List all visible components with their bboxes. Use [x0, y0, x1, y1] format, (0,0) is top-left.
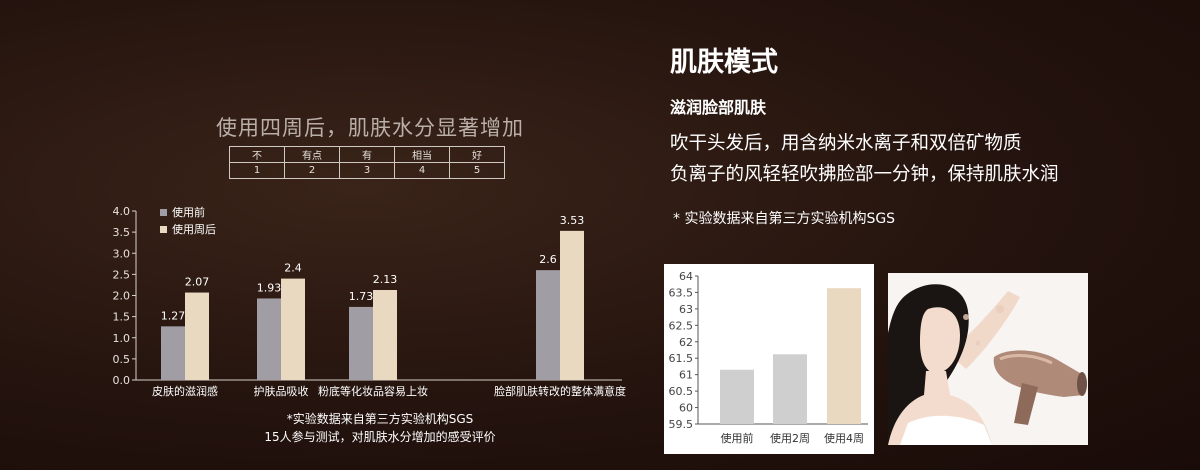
y-tick-label: 60 — [679, 402, 693, 415]
bar — [827, 288, 861, 424]
x-category-label: 粉底等化妆品容易上妆 — [318, 384, 428, 398]
scale-label: 有点 — [284, 146, 340, 163]
sgs-note-line: *实验数据来自第三方实验机构SGS — [286, 412, 474, 426]
legend-label: 使用周后 — [172, 223, 216, 236]
satisfaction-bar-chart: 0.0 0.5 1.0 1.5 2.0 2.5 3.0 3.5 4.0 1.27 1.93 1.73 2… — [113, 205, 627, 398]
y-tick-label: 1.5 — [113, 311, 131, 324]
legend-swatch — [160, 209, 167, 216]
mode-title: 肌肤模式 — [670, 47, 778, 78]
bar-value-label: 2.07 — [185, 276, 210, 289]
bar — [773, 354, 807, 424]
y-tick-label: 3.0 — [113, 247, 131, 260]
left-chart-notes: *实验数据来自第三方实验机构SGS 15人参与测试，对肌肤水分增加的感受评价 — [130, 410, 630, 446]
y-tick-label: 63.5 — [669, 286, 694, 299]
bar-value-label: 1.27 — [161, 309, 186, 322]
participants-note-line: 15人参与测试，对肌肤水分增加的感受评价 — [264, 430, 496, 444]
bar-after — [281, 278, 305, 380]
description-line: 负离子的风轻轻吹拂脸部一分钟，保持肌肤水润 — [670, 164, 1059, 185]
y-tick-label: 3.5 — [113, 226, 131, 239]
bar-value-label: 2.13 — [373, 273, 398, 286]
bar-before — [257, 298, 281, 380]
scale-label: 相当 — [394, 146, 450, 163]
scale-label: 不 — [229, 146, 285, 163]
bar — [720, 369, 754, 424]
bar-after — [185, 292, 209, 380]
scale-label: 好 — [449, 146, 505, 163]
y-tick-label: 61 — [679, 369, 693, 382]
y-tick-label: 2.0 — [113, 290, 131, 303]
rating-scale-table: 不 有点 有 相当 好 1 2 3 4 5 — [229, 146, 505, 179]
x-category-label: 护肤品吸收 — [254, 384, 309, 398]
left-chart-title: 使用四周后，肌肤水分显著增加 — [216, 116, 524, 140]
y-tick-label: 61.5 — [669, 352, 694, 365]
bar-after — [560, 230, 584, 380]
scale-number: 1 — [229, 162, 285, 179]
bar-value-label: 2.6 — [539, 253, 557, 266]
bar-value-label: 3.53 — [560, 214, 585, 227]
scale-number: 2 — [284, 162, 340, 179]
woman-hair-dryer-photo — [888, 273, 1088, 445]
scale-number-row: 1 2 3 4 5 — [229, 162, 505, 179]
y-tick-label: 59.5 — [669, 418, 694, 431]
x-category-label: 使用前 — [721, 431, 754, 445]
legend-label: 使用前 — [172, 205, 205, 219]
bar-value-label: 1.93 — [257, 281, 282, 294]
scale-number: 4 — [394, 162, 450, 179]
mode-subtitle: 滋润脸部肌肤 — [670, 98, 767, 117]
y-tick-label: 1.0 — [113, 332, 131, 345]
y-tick-label: 2.5 — [113, 268, 131, 281]
y-tick-label: 62.5 — [669, 319, 694, 332]
woman-hair-dryer-illustration — [888, 273, 1088, 445]
y-tick-label: 60.5 — [669, 385, 694, 398]
bar-before — [536, 270, 560, 380]
y-tick-label: 4.0 — [113, 205, 131, 218]
x-category-label: 使用4周 — [824, 432, 864, 445]
y-tick-label: 64 — [679, 270, 693, 283]
bar-before — [161, 326, 185, 380]
legend-swatch — [160, 226, 167, 233]
bar-value-label: 2.4 — [284, 262, 302, 275]
scale-number: 3 — [339, 162, 395, 179]
bar-before — [349, 306, 373, 380]
scale-number: 5 — [449, 162, 505, 179]
y-tick-label: 0.0 — [113, 374, 131, 387]
y-tick-label: 62 — [679, 336, 693, 349]
y-tick-label: 0.5 — [113, 353, 131, 366]
description-line: 吹干头发后，用含纳米水离子和双倍矿物质 — [670, 133, 1022, 154]
bar-value-label: 1.73 — [349, 290, 374, 303]
x-category-label: 皮肤的滋润感 — [152, 384, 218, 398]
moisture-bar-chart: 59.5 60 60.5 61 61.5 62 62.5 63 63.5 64 使用前 使用2周 使用4… — [664, 264, 874, 454]
sgs-note: * 实验数据来自第三方实验机构SGS — [673, 211, 896, 227]
x-category-label: 使用2周 — [770, 432, 810, 445]
bar-after — [373, 290, 397, 380]
scale-label: 有 — [339, 146, 395, 163]
x-category-label: 脸部肌肤转改的整体满意度 — [494, 384, 626, 398]
scale-label-row: 不 有点 有 相当 好 — [229, 146, 505, 163]
y-tick-label: 63 — [679, 303, 693, 316]
